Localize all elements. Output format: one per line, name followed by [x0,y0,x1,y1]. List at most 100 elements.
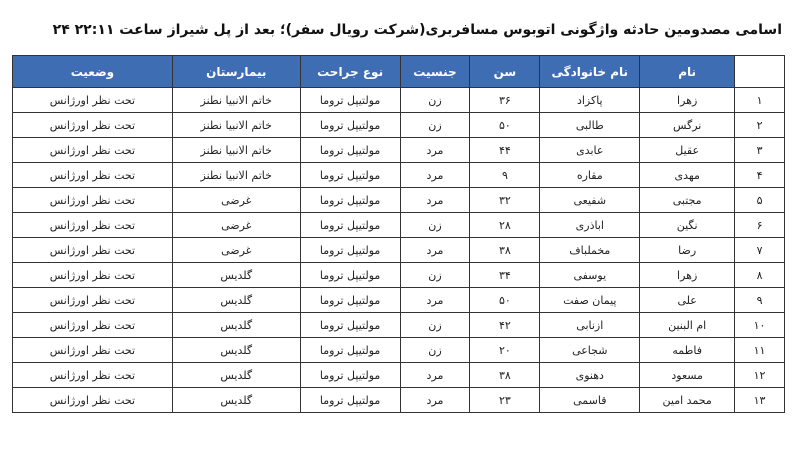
table-cell: تحت نظر اورژانس [12,387,173,413]
table-row: ۲ نرگس طالبی ۵۰ زن مولتیپل تروما خاتم الانبیا … [12,112,785,138]
table-cell: مولتیپل تروما [299,337,401,363]
table-cell: ۱۰ [734,312,785,338]
table-cell: علی [639,287,736,313]
table-cell: مرد [399,362,471,388]
table-cell: تحت نظر اورژانس [12,187,173,213]
table-row: ۱۲ مسعود دهنوی ۳۸ مرد مولتیپل تروما گلدیس تحت ن… [12,362,785,388]
table-cell: خاتم الانبیا نطنز [171,162,301,188]
table-cell: مجتبی [639,187,736,213]
table-cell: ۴۴ [469,137,541,163]
title: اسامی مصدومین حادثه واژگونی اتوبوس مسافر… [52,22,782,38]
table-cell: مولتیپل تروما [299,262,401,288]
table-cell: تحت نظر اورژانس [12,287,173,313]
table-cell: خاتم الانبیا نطنز [171,87,301,113]
table-cell: مرد [399,137,471,163]
table-cell: خاتم الانبیا نطنز [171,112,301,138]
table-cell: نگین [639,212,736,238]
table-row: ۷ رضا مخملباف ۳۸ مرد مولتیپل تروما غرضی تحت نظر… [12,237,785,263]
table-cell: تحت نظر اورژانس [12,262,173,288]
table-cell: مولتیپل تروما [299,87,401,113]
table-cell: زن [399,112,471,138]
header-cell: نام [639,55,736,88]
table-cell: ۱ [734,87,785,113]
table-cell: عقیل [639,137,736,163]
table-cell: گلدیس [171,287,301,313]
table-cell: دهنوی [539,362,641,388]
table-cell: مولتیپل تروما [299,212,401,238]
table-cell: ۸ [734,262,785,288]
table-cell: ۲۸ [469,212,541,238]
table-row: ۴ مهدی مقاره ۹ مرد مولتیپل تروما خاتم الانبیا … [12,162,785,188]
header-cell: بیمارستان [171,55,301,88]
table-cell: ۲۰ [469,337,541,363]
table-cell: ازنابی [539,312,641,338]
table-cell: غرضی [171,187,301,213]
table-cell: ۴ [734,162,785,188]
table-cell: فاطمه [639,337,736,363]
table-cell: ۳۲ [469,187,541,213]
table-cell: زن [399,337,471,363]
table-cell: مرد [399,162,471,188]
table-cell: شجاعی [539,337,641,363]
table-cell: ۱۲ [734,362,785,388]
table-cell: تحت نظر اورژانس [12,312,173,338]
table-cell: زن [399,87,471,113]
table-cell: تحت نظر اورژانس [12,137,173,163]
table-cell: ۳۸ [469,362,541,388]
table-cell: گلدیس [171,337,301,363]
table-cell: ۱۱ [734,337,785,363]
table-cell: ۳۶ [469,87,541,113]
table-cell: مرد [399,387,471,413]
table-cell: اباذری [539,212,641,238]
header-cell: جنسیت [399,55,471,88]
header-cell: نام خانوادگی [539,55,641,88]
table-cell: مولتیپل تروما [299,312,401,338]
table-cell: تحت نظر اورژانس [12,87,173,113]
table-row: ۱۱ فاطمه شجاعی ۲۰ زن مولتیپل تروما گلدیس تحت نظ… [12,337,785,363]
table-cell: غرضی [171,212,301,238]
table-cell: تحت نظر اورژانس [12,112,173,138]
table-cell: ۵۰ [469,287,541,313]
table-row: ۱۳ محمد امین قاسمی ۲۳ مرد مولتیپل تروما گلدیس ت… [12,387,785,413]
table-cell: مخملباف [539,237,641,263]
table-cell: محمد امین [639,387,736,413]
table-cell: خاتم الانبیا نطنز [171,137,301,163]
table-row: ۵ مجتبی شفیعی ۳۲ مرد مولتیپل تروما غرضی تحت نظر… [12,187,785,213]
table-cell: زن [399,212,471,238]
header-cell: نوع جراحت [299,55,401,88]
table-cell: مولتیپل تروما [299,112,401,138]
table-cell: ۴۲ [469,312,541,338]
table-row: ۱ زهرا پاکزاد ۳۶ زن مولتیپل تروما خاتم الانبیا… [12,87,785,113]
table-cell: مولتیپل تروما [299,362,401,388]
table-row: ۶ نگین اباذری ۲۸ زن مولتیپل تروما غرضی تحت نظر … [12,212,785,238]
table-cell: مولتیپل تروما [299,237,401,263]
table-cell: قاسمی [539,387,641,413]
table-cell: تحت نظر اورژانس [12,162,173,188]
header-cell: سن [469,55,541,88]
table-cell: ۳۴ [469,262,541,288]
table-row: ۳ عقیل عابدی ۴۴ مرد مولتیپل تروما خاتم الانبیا… [12,137,785,163]
table-cell: ۲۳ [469,387,541,413]
table-cell: ۲ [734,112,785,138]
table-cell: مرد [399,187,471,213]
table-cell: ام البنین [639,312,736,338]
table-cell: تحت نظر اورژانس [12,212,173,238]
table-cell: تحت نظر اورژانس [12,337,173,363]
table-cell: ۹ [469,162,541,188]
table-cell: ۱۳ [734,387,785,413]
table-cell: ۷ [734,237,785,263]
table-cell: مولتیپل تروما [299,287,401,313]
table-cell: پیمان صفت [539,287,641,313]
table-cell: تحت نظر اورژانس [12,237,173,263]
table-cell: مرد [399,287,471,313]
table-cell: مرد [399,237,471,263]
table-cell: زن [399,312,471,338]
table-cell: مسعود [639,362,736,388]
table-cell: رضا [639,237,736,263]
table-cell: ۶ [734,212,785,238]
table-cell: یوسفی [539,262,641,288]
header-row: نام نام خانوادگی سن جنسیت نوع جراحت بیمارستان… [12,55,785,88]
table-cell: مولتیپل تروما [299,162,401,188]
table-cell: عابدی [539,137,641,163]
table-cell: ۳۸ [469,237,541,263]
